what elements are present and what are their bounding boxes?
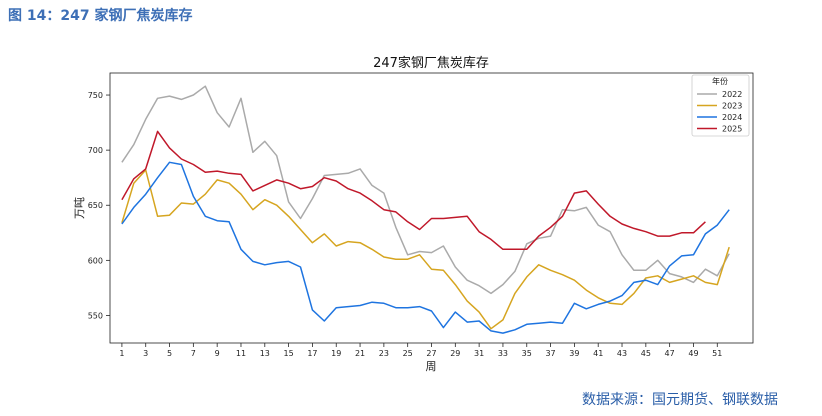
x-tick-label: 31 xyxy=(474,349,484,358)
series-line-2024 xyxy=(121,161,730,334)
x-tick-label: 7 xyxy=(191,349,196,358)
x-tick-label: 9 xyxy=(215,349,220,358)
y-tick-label: 700 xyxy=(88,146,103,155)
x-tick-label: 5 xyxy=(167,349,172,358)
y-axis-title: 万吨 xyxy=(73,197,86,219)
x-tick-label: 17 xyxy=(307,349,317,358)
x-tick-label: 37 xyxy=(545,349,555,358)
x-tick-label: 13 xyxy=(260,349,270,358)
series-line-2025 xyxy=(121,130,706,251)
x-axis: 1 3 5 7 9 11 13 15 17 19 21 23 25 27 29 31 33 35 37 39 41 43 4… xyxy=(119,343,722,358)
x-tick-label: 23 xyxy=(379,349,389,358)
figure-caption: 图 14：247 家钢厂焦炭库存 xyxy=(8,8,193,24)
x-tick-label: 27 xyxy=(426,349,436,358)
legend-label-2022: 2022 xyxy=(722,90,742,99)
y-tick-label: 750 xyxy=(88,91,103,100)
x-tick-label: 21 xyxy=(355,349,365,358)
y-tick-label: 550 xyxy=(88,311,103,320)
x-tick-label: 41 xyxy=(593,349,603,358)
y-tick-label: 600 xyxy=(88,256,103,265)
y-axis: 550 600 650 700 750 xyxy=(88,91,110,320)
x-tick-label: 11 xyxy=(236,349,246,358)
x-tick-label: 3 xyxy=(143,349,148,358)
legend-label-2023: 2023 xyxy=(722,102,742,111)
plot-area xyxy=(109,72,754,344)
x-tick-label: 35 xyxy=(522,349,532,358)
legend-entries: 2022 2023 2024 2025 xyxy=(697,90,742,134)
legend-label-2025: 2025 xyxy=(722,125,742,134)
legend-box xyxy=(691,74,750,137)
legend: 年份 2022 2023 2024 2025 xyxy=(691,74,750,137)
x-tick-label: 43 xyxy=(617,349,627,358)
x-tick-label: 45 xyxy=(641,349,651,358)
y-tick-label: 650 xyxy=(88,201,103,210)
x-tick-label: 29 xyxy=(450,349,460,358)
legend-label-2024: 2024 xyxy=(722,113,742,122)
series-line-2022 xyxy=(121,85,730,295)
series-line-2023 xyxy=(121,169,730,330)
x-tick-label: 19 xyxy=(331,349,341,358)
x-tick-label: 39 xyxy=(569,349,579,358)
x-tick-label: 33 xyxy=(498,349,508,358)
x-tick-label: 25 xyxy=(403,349,413,358)
chart-title: 247家钢厂焦炭库存 xyxy=(373,55,489,71)
data-source: 数据来源：国元期货、钢联数据 xyxy=(582,392,778,408)
series-lines xyxy=(121,85,730,334)
x-tick-label: 1 xyxy=(119,349,124,358)
x-tick-label: 15 xyxy=(284,349,294,358)
legend-title: 年份 xyxy=(712,76,728,86)
x-tick-label: 47 xyxy=(665,349,675,358)
x-tick-label: 51 xyxy=(712,349,722,358)
x-axis-title: 周 xyxy=(426,360,437,373)
x-tick-label: 49 xyxy=(688,349,698,358)
